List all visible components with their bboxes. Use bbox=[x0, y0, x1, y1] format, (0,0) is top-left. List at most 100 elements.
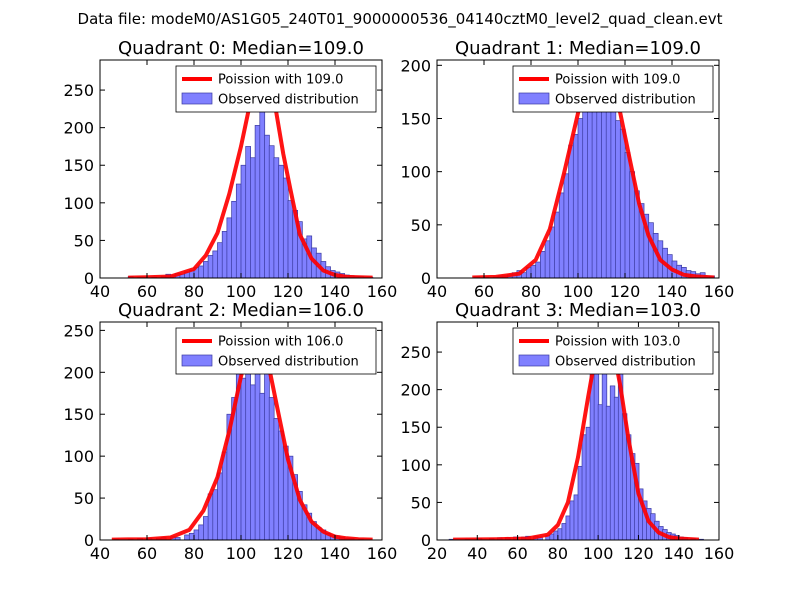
quadrant-2-xtick-label: 40 bbox=[90, 544, 110, 563]
quadrant-0-bar bbox=[212, 250, 219, 278]
quadrant-1-bar bbox=[544, 240, 551, 278]
quadrant-1-bar bbox=[587, 102, 593, 278]
quadrant-1-legend: Poission with 109.0 Observed distribution bbox=[512, 65, 714, 113]
quadrant-0-legend: Poission with 109.0 Observed distribution bbox=[175, 65, 377, 113]
quadrant-0-ytick-label: 150 bbox=[63, 156, 94, 175]
quadrant-0-bar bbox=[245, 146, 251, 278]
quadrant-2-bar bbox=[221, 451, 228, 540]
quadrant-0-bar bbox=[221, 231, 228, 278]
quadrant-2-bar bbox=[198, 524, 204, 540]
quadrant-2-bar bbox=[188, 532, 195, 540]
quadrant-3-legend-bar-label: Observed distribution bbox=[555, 355, 696, 370]
quadrant-1-bar bbox=[601, 102, 607, 278]
quadrant-2-bar bbox=[184, 534, 190, 540]
quadrant-2-legend-line-label: Poission with 106.0 bbox=[218, 335, 343, 350]
quadrant-2-ytick-label: 200 bbox=[63, 363, 94, 382]
quadrant-3-legend-line-label: Poission with 103.0 bbox=[555, 335, 680, 350]
quadrant-3-ytick-label: 0 bbox=[421, 531, 431, 550]
quadrant-2-ytick-label: 100 bbox=[63, 447, 94, 466]
quadrant-2-xtick-label: 60 bbox=[137, 544, 157, 563]
quadrant-2-xtick-label: 160 bbox=[367, 544, 398, 563]
quadrant-0-bar bbox=[240, 164, 247, 278]
quadrant-1-xtick-label: 140 bbox=[657, 282, 688, 301]
quadrant-2-legend-bar-label: Observed distribution bbox=[218, 355, 359, 370]
quadrant-0-bar bbox=[231, 200, 237, 278]
quadrant-2-legend: Poission with 106.0 Observed distribution bbox=[175, 327, 377, 375]
quadrant-0-bar bbox=[217, 242, 223, 278]
quadrant-0-bar bbox=[278, 164, 284, 278]
quadrant-1-bar bbox=[577, 118, 584, 278]
quadrant-3-ytick-label: 150 bbox=[400, 418, 431, 437]
quadrant-2-bar bbox=[273, 418, 280, 540]
quadrant-1-bar bbox=[558, 192, 565, 278]
quadrant-1-bar bbox=[615, 120, 621, 278]
quadrant-0-legend-bar-label: Observed distribution bbox=[218, 93, 359, 108]
quadrant-0-bar bbox=[259, 108, 266, 278]
quadrant-3-xtick-label: 120 bbox=[623, 544, 654, 563]
quadrant-0-ytick-label: 200 bbox=[63, 119, 94, 138]
quadrant-0-bar bbox=[235, 183, 242, 278]
quadrant-3-xtick-label: 80 bbox=[548, 544, 568, 563]
quadrant-1-xtick-label: 100 bbox=[563, 282, 594, 301]
quadrant-3-xtick-label: 140 bbox=[663, 544, 694, 563]
quadrant-2-xtick-label: 80 bbox=[184, 544, 204, 563]
quadrant-1-ytick-label: 0 bbox=[421, 269, 431, 288]
quadrant-2-bar bbox=[203, 516, 209, 540]
quadrant-1-bar bbox=[596, 91, 603, 278]
quadrant-2-bar bbox=[250, 384, 256, 540]
quadrant-2-xtick-label: 140 bbox=[320, 544, 351, 563]
quadrant-0-panel: Quadrant 0: Median=109.0 40 60 80 100 120 140 1… bbox=[63, 38, 397, 301]
quadrant-0-bar bbox=[273, 157, 280, 278]
quadrant-2-bar bbox=[264, 371, 270, 540]
quadrant-0-bar bbox=[250, 157, 256, 278]
quadrant-3-ytick-label: 50 bbox=[411, 493, 431, 512]
quadrant-1-bar bbox=[540, 251, 546, 278]
quadrant-1-bar bbox=[563, 173, 570, 278]
quadrant-2-bar bbox=[245, 355, 251, 540]
quadrant-1-xtick-label: 120 bbox=[610, 282, 641, 301]
quadrant-3-xtick-label: 60 bbox=[507, 544, 527, 563]
figure-suptitle: Data file: modeM0/AS1G05_240T01_90000005… bbox=[78, 10, 723, 29]
quadrant-2-bar bbox=[174, 537, 181, 540]
quadrant-2-title: Quadrant 2: Median=106.0 bbox=[118, 300, 364, 321]
quadrant-3-legend-bar-swatch bbox=[518, 354, 550, 367]
quadrant-3-legend: Poission with 103.0 Observed distribution bbox=[512, 327, 714, 375]
quadrant-0-bar bbox=[207, 255, 214, 278]
quadrant-1-ytick-label: 50 bbox=[411, 216, 431, 235]
quadrant-0-bar bbox=[254, 125, 261, 278]
panels: Quadrant 0: Median=109.0 40 60 80 100 120 140 1… bbox=[63, 38, 734, 563]
quadrant-1-bar bbox=[582, 96, 588, 278]
quadrant-0-ytick-label: 250 bbox=[63, 81, 94, 100]
quadrant-0-bar bbox=[264, 134, 270, 278]
quadrant-3-ytick-label: 200 bbox=[400, 381, 431, 400]
quadrant-1-bar bbox=[610, 107, 617, 278]
quadrant-2-bar bbox=[217, 472, 223, 540]
quadrant-0-ytick-label: 100 bbox=[63, 194, 94, 213]
quadrant-3-xtick-label: 40 bbox=[467, 544, 487, 563]
quadrant-0-title: Quadrant 0: Median=109.0 bbox=[118, 38, 364, 59]
quadrant-1-title: Quadrant 1: Median=109.0 bbox=[455, 38, 701, 59]
quadrant-1-bar bbox=[605, 94, 612, 278]
quadrant-2-bar bbox=[240, 377, 247, 540]
quadrant-1-xtick-label: 80 bbox=[521, 282, 541, 301]
quadrant-2-bar bbox=[254, 361, 261, 540]
quadrant-1-panel: Quadrant 1: Median=109.0 40 60 80 100 120 140 1… bbox=[400, 38, 734, 301]
quadrant-2-legend-bar-swatch bbox=[181, 354, 213, 367]
quadrant-1-ytick-label: 150 bbox=[400, 109, 431, 128]
quadrant-2-bar bbox=[268, 397, 275, 540]
quadrant-1-bar bbox=[572, 134, 579, 278]
quadrant-0-bar bbox=[226, 217, 233, 278]
quadrant-0-xtick-label: 40 bbox=[90, 282, 110, 301]
quadrant-0-xtick-label: 60 bbox=[137, 282, 157, 301]
quadrant-2-xtick-label: 120 bbox=[273, 544, 304, 563]
quadrant-1-bar bbox=[554, 211, 560, 278]
quadrant-0-xtick-label: 160 bbox=[367, 282, 398, 301]
quadrant-0-bar bbox=[198, 265, 204, 278]
quadrant-1-xtick-label: 60 bbox=[474, 282, 494, 301]
quadrant-0-bar bbox=[287, 200, 294, 278]
quadrant-3-title: Quadrant 3: Median=103.0 bbox=[455, 300, 701, 321]
quadrant-2-bar bbox=[212, 489, 219, 540]
quadrant-0-ytick-label: 50 bbox=[74, 231, 94, 250]
quadrant-1-bar bbox=[535, 261, 541, 278]
quadrant-0-xtick-label: 100 bbox=[226, 282, 257, 301]
